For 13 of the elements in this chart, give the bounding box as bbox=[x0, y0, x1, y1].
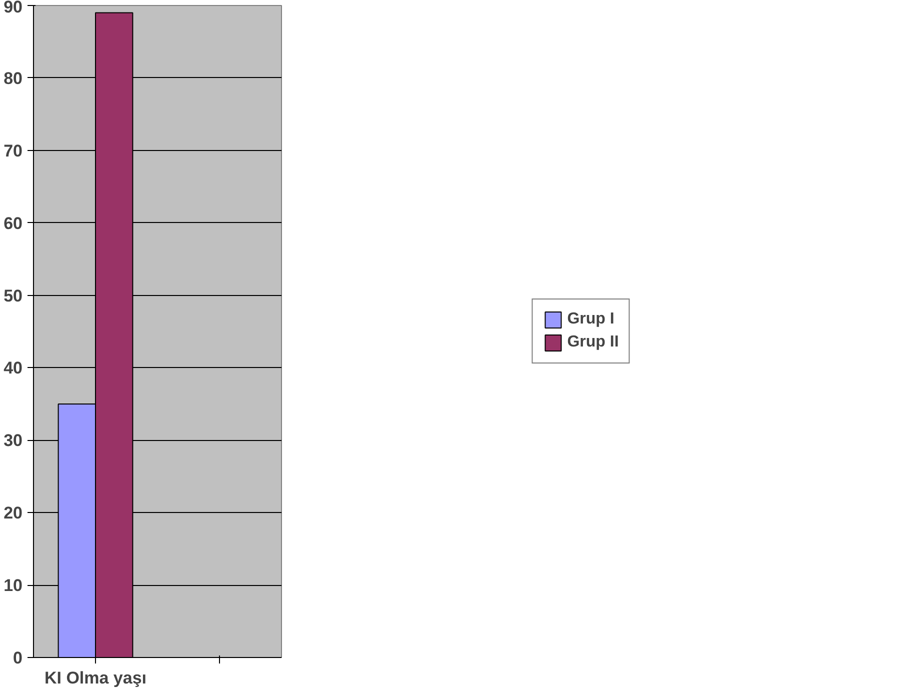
y-tick-label: 70 bbox=[4, 141, 23, 160]
y-tick-label: 90 bbox=[4, 0, 23, 16]
y-tick-label: 60 bbox=[4, 214, 23, 233]
x-tick-label: KI Olma yaşı bbox=[44, 668, 147, 688]
y-tick-label: 40 bbox=[4, 358, 23, 378]
y-tick-label: 0 bbox=[13, 648, 23, 668]
legend-label: Grup I bbox=[567, 310, 614, 328]
y-tick-label: 50 bbox=[4, 286, 23, 306]
y-tick-label: 20 bbox=[4, 504, 23, 523]
y-tick-label: 80 bbox=[4, 68, 23, 88]
y-tick-label: 30 bbox=[4, 431, 23, 450]
legend-label: Grup II bbox=[567, 334, 619, 352]
y-tick-label: 10 bbox=[4, 576, 23, 596]
